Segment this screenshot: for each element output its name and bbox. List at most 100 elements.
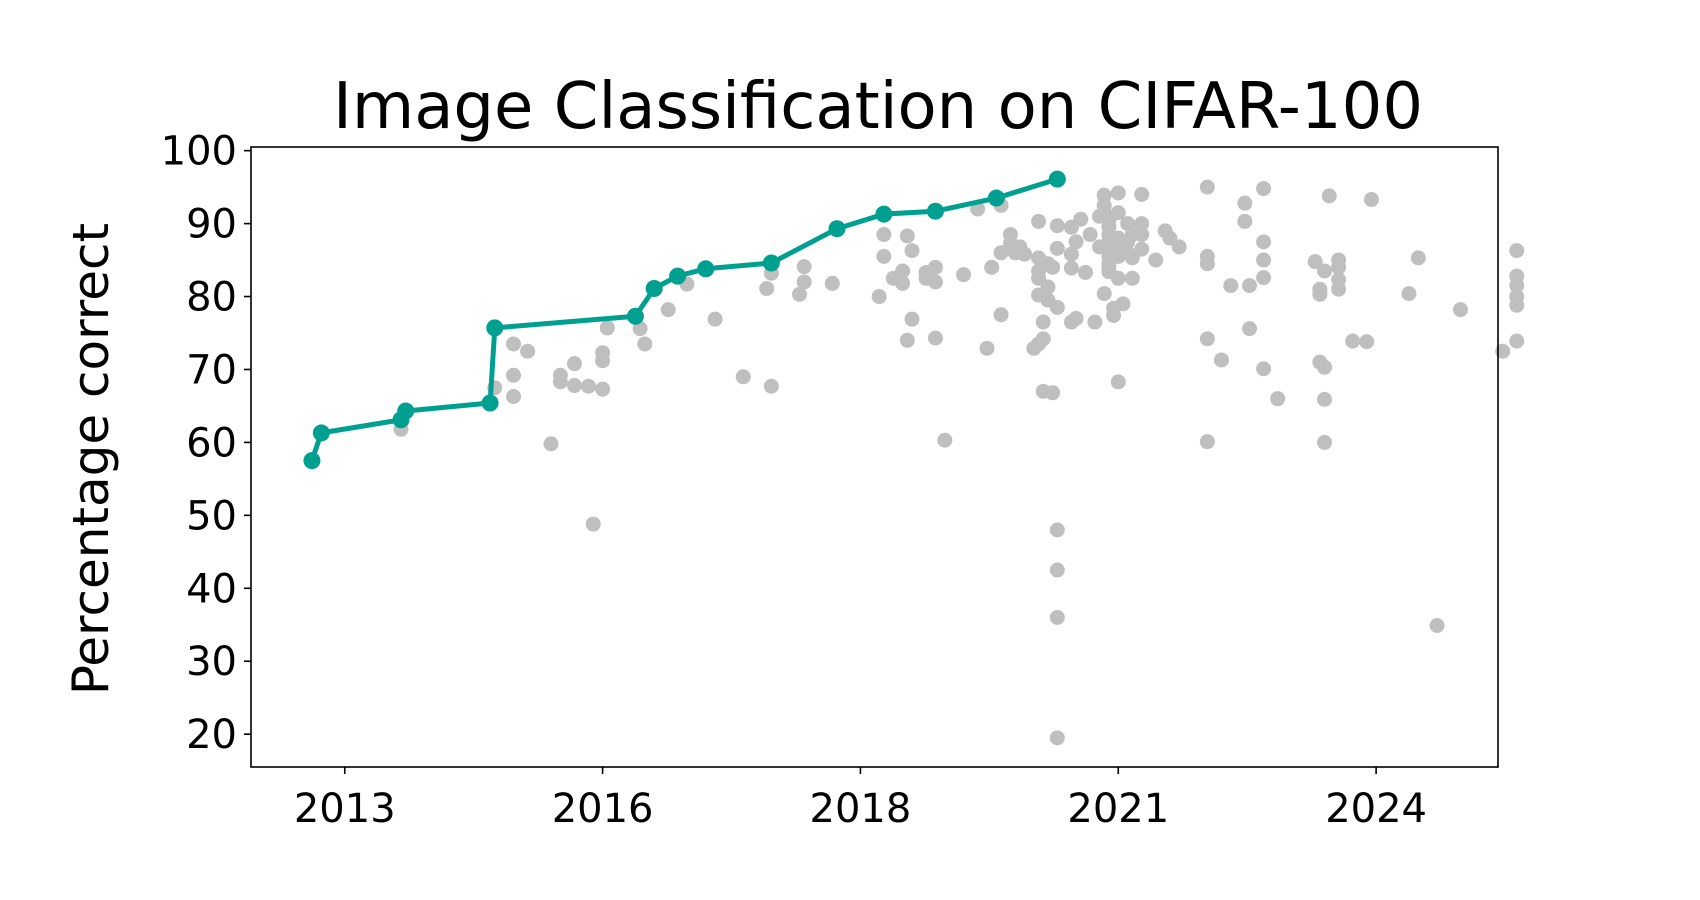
- other-model-point: [1124, 270, 1140, 286]
- other-model-point: [566, 356, 582, 372]
- other-model-point: [796, 274, 812, 290]
- other-model-point: [543, 436, 559, 452]
- chart-title: Image Classification on CIFAR-100: [333, 70, 1423, 144]
- other-model-point: [927, 274, 943, 290]
- other-model-point: [520, 343, 536, 359]
- y-tick-label: 30: [186, 639, 237, 685]
- other-model-point: [599, 320, 615, 336]
- other-model-point: [1077, 264, 1093, 280]
- frontier-point: [645, 280, 663, 298]
- other-model-point: [1124, 250, 1140, 266]
- other-model-point: [1509, 297, 1525, 313]
- other-model-point: [1199, 256, 1215, 272]
- other-model-point: [876, 248, 892, 264]
- other-model-point: [1049, 299, 1065, 315]
- other-model-point: [506, 336, 522, 352]
- y-axis-label: Percentage correct: [62, 223, 120, 695]
- frontier-point: [481, 394, 499, 412]
- frontier-point: [303, 452, 321, 470]
- y-tick-label: 80: [186, 275, 237, 321]
- other-model-point: [937, 432, 953, 448]
- other-model-point: [581, 378, 597, 394]
- other-model-point: [1068, 234, 1084, 250]
- other-model-point: [956, 267, 972, 283]
- other-model-point: [1049, 609, 1065, 625]
- axis-ticks: 20 30 40 50 60 70 80 90 100 2013 2016 2018 2021 2024: [161, 129, 1427, 832]
- other-model-point: [1049, 218, 1065, 234]
- other-model-point: [1045, 385, 1061, 401]
- other-model-point: [1049, 562, 1065, 578]
- other-model-point: [895, 263, 911, 279]
- other-model-point: [1509, 278, 1525, 294]
- frontier-point: [626, 307, 644, 325]
- other-model-point: [1031, 213, 1047, 229]
- other-model-point: [927, 330, 943, 346]
- other-model-point: [595, 381, 611, 397]
- other-model-point: [1049, 522, 1065, 538]
- other-model-point: [1068, 310, 1084, 326]
- y-tick-label: 40: [186, 566, 237, 612]
- frontier-point: [312, 424, 330, 442]
- other-model-point: [1213, 352, 1229, 368]
- other-model-point: [1317, 391, 1333, 407]
- other-model-point: [1410, 250, 1426, 266]
- other-model-point: [1509, 333, 1525, 349]
- other-model-point: [1106, 307, 1122, 323]
- other-model-point: [993, 245, 1009, 261]
- frontier-line: [309, 176, 1059, 462]
- other-model-point: [791, 286, 807, 302]
- y-tick-label: 50: [186, 493, 237, 539]
- other-model-point: [1049, 730, 1065, 746]
- other-model-point: [1162, 230, 1178, 246]
- other-model-point: [660, 302, 676, 318]
- x-tick-label: 2021: [1067, 786, 1169, 832]
- other-model-point: [1134, 216, 1150, 232]
- other-model-point: [506, 388, 522, 404]
- other-model-point: [1134, 186, 1150, 202]
- frontier-point: [486, 319, 504, 337]
- other-model-point: [1317, 359, 1333, 375]
- other-model-point: [1087, 314, 1103, 330]
- other-model-point: [1199, 434, 1215, 450]
- other-model-point: [904, 243, 920, 259]
- other-model-point: [1307, 254, 1323, 270]
- other-model-point: [763, 378, 779, 394]
- other-model-point: [637, 336, 653, 352]
- frontier-point: [987, 189, 1005, 207]
- other-model-point: [1017, 246, 1033, 262]
- other-model-point: [1223, 278, 1239, 294]
- other-model-point: [1035, 331, 1051, 347]
- frontier-point: [762, 254, 780, 272]
- y-tick-label: 90: [186, 202, 237, 248]
- other-model-point: [1242, 278, 1258, 294]
- other-model-point: [1171, 239, 1187, 255]
- other-model-point: [1312, 286, 1328, 302]
- other-model-point: [1110, 205, 1126, 221]
- other-model-point: [993, 307, 1009, 323]
- other-model-point: [1331, 259, 1347, 275]
- other-model-point: [506, 367, 522, 383]
- other-model-point: [796, 259, 812, 275]
- other-model-point: [1035, 314, 1051, 330]
- other-model-point: [979, 340, 995, 356]
- y-tick-label: 20: [186, 712, 237, 758]
- frontier-point: [828, 220, 846, 238]
- other-model-point: [1110, 185, 1126, 201]
- other-model-point: [1237, 195, 1253, 211]
- other-model-point: [876, 227, 892, 243]
- other-model-point: [1096, 286, 1112, 302]
- frontier-point: [875, 205, 893, 223]
- other-model-point: [1063, 260, 1079, 276]
- other-model-point: [824, 275, 840, 291]
- frontier-point: [669, 267, 687, 285]
- other-model-point: [1045, 259, 1061, 275]
- other-model-point: [1317, 263, 1333, 279]
- other-model-point: [735, 369, 751, 385]
- other-model-point: [1321, 188, 1337, 204]
- other-model-point: [1256, 181, 1272, 197]
- x-tick-label: 2016: [552, 786, 654, 832]
- frontier-point: [1048, 170, 1066, 188]
- other-model-point: [1495, 343, 1511, 359]
- plot-frame: [250, 146, 1499, 768]
- other-model-point: [595, 345, 611, 361]
